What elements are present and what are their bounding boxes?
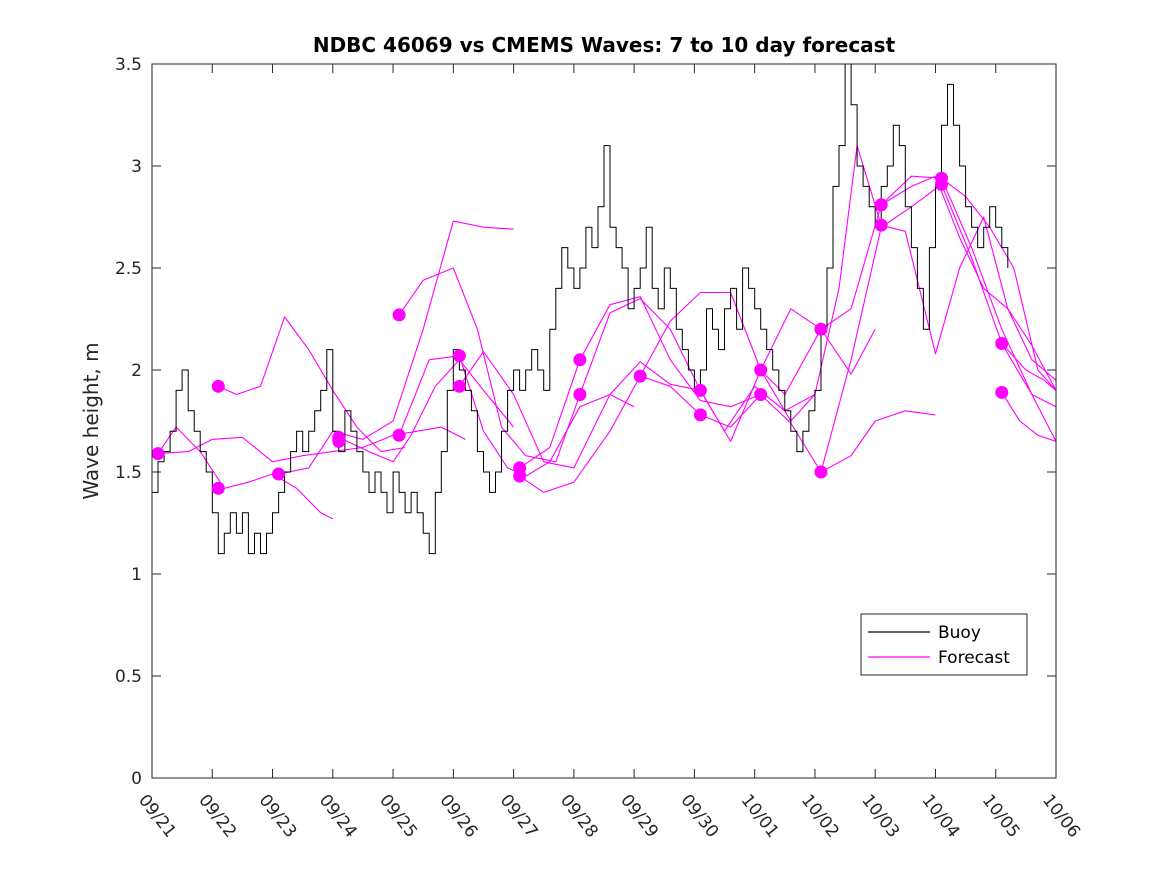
forecast-line-0 — [157, 426, 334, 520]
legend-forecast-label: Forecast — [938, 648, 1010, 668]
buoy-series-group — [152, 63, 1009, 555]
forecast-line-17 — [1001, 343, 1057, 391]
forecast-start-marker-14 — [633, 369, 647, 383]
forecast-start-marker-16 — [693, 408, 707, 422]
forecast-start-marker-17 — [754, 363, 768, 377]
forecast-start-markers — [151, 171, 1009, 495]
forecast-line-7 — [458, 351, 701, 469]
axes-frame — [151, 63, 1057, 779]
y-tick-label-7: 3.5 — [115, 55, 142, 75]
forecast-start-marker-20 — [814, 465, 828, 479]
forecast-line-10 — [579, 298, 876, 442]
y-tick-label-5: 2.5 — [115, 259, 142, 279]
forecast-start-marker-15 — [693, 383, 707, 397]
y-tick-label-2: 1 — [131, 565, 142, 585]
forecast-start-marker-7 — [392, 428, 406, 442]
forecast-start-marker-0 — [151, 447, 165, 461]
legend: Buoy Forecast — [860, 613, 1028, 676]
forecast-start-marker-24 — [934, 177, 948, 191]
forecast-start-marker-22 — [874, 218, 888, 232]
forecast-start-marker-13 — [573, 387, 587, 401]
buoy-line — [152, 63, 1009, 555]
forecast-line-15 — [880, 175, 1057, 381]
forecast-start-marker-11 — [513, 469, 527, 483]
y-tick-label-0: 0 — [131, 769, 142, 789]
forecast-line-9 — [519, 291, 816, 493]
forecast-start-marker-9 — [452, 379, 466, 393]
forecast-start-marker-25 — [995, 336, 1009, 350]
forecast-start-marker-19 — [814, 322, 828, 336]
forecast-line-18 — [1001, 392, 1057, 442]
y-tick-label-3: 1.5 — [115, 463, 142, 483]
forecast-start-marker-26 — [995, 385, 1009, 399]
forecast-line-3 — [278, 220, 514, 475]
forecast-start-marker-5 — [332, 434, 346, 448]
y-tick-label-6: 3 — [131, 157, 142, 177]
forecast-line-13 — [760, 175, 1057, 408]
y-axis-ticks: 0 0.5 1 1.5 2 2.5 3 3.5 — [115, 55, 1056, 789]
y-tick-label-1: 0.5 — [115, 667, 142, 687]
legend-box — [860, 613, 1028, 676]
forecast-start-marker-1 — [211, 379, 225, 393]
chart-title: NDBC 46069 vs CMEMS Waves: 7 to 10 day f… — [313, 33, 896, 57]
y-tick-label-4: 2 — [131, 361, 142, 381]
forecast-line-4 — [338, 359, 515, 463]
legend-buoy-label: Buoy — [938, 623, 981, 643]
forecast-start-marker-6 — [392, 308, 406, 322]
forecast-start-marker-8 — [452, 349, 466, 363]
forecast-start-marker-12 — [573, 353, 587, 367]
forecast-line-8 — [519, 296, 761, 469]
forecast-start-marker-2 — [211, 481, 225, 495]
forecast-start-marker-3 — [272, 467, 286, 481]
y-axis-label: Wave height, m — [79, 342, 103, 499]
forecast-start-marker-21 — [874, 198, 888, 212]
forecast-start-marker-18 — [754, 387, 768, 401]
